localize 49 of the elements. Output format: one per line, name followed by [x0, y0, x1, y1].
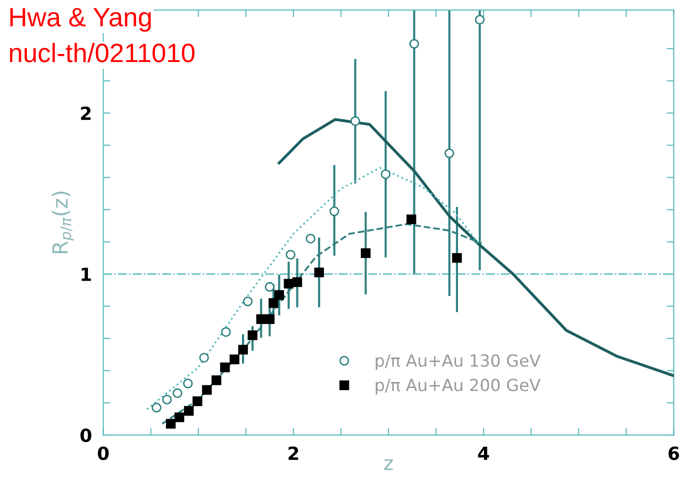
point: [444, 148, 454, 158]
point: [360, 248, 371, 258]
legend-label: p/π Au+Au 130 GeV: [376, 354, 541, 370]
point: [162, 394, 172, 404]
x-tick-label: 2: [288, 446, 298, 460]
point: [199, 352, 209, 363]
legend-label: p/π Au+Au 200 GeV: [376, 378, 541, 395]
point: [242, 296, 253, 306]
line-series: [278, 118, 674, 377]
point: [152, 402, 162, 413]
point: [329, 206, 340, 216]
x-tick-label: 0: [98, 446, 109, 460]
point: [409, 38, 420, 49]
point: [292, 277, 302, 287]
point: [350, 116, 360, 126]
point: [256, 314, 266, 324]
annotation: nucl-th/0211010: [10, 42, 194, 62]
point: [166, 418, 176, 429]
y-tick-label: 2: [81, 106, 91, 120]
point: [306, 234, 316, 244]
y-tick-label: 0: [80, 428, 92, 442]
point: [286, 250, 296, 260]
point: [174, 412, 184, 422]
point: [474, 14, 485, 25]
x-tick-label: 4: [478, 446, 490, 460]
point: [230, 354, 240, 364]
point: [192, 396, 202, 406]
point: [268, 298, 278, 308]
point: [380, 169, 391, 180]
y-axis-title: R$_{p/π}$(z): [52, 192, 74, 254]
point: [183, 378, 193, 388]
x-tick-label: 6: [668, 446, 680, 460]
point: [264, 282, 275, 292]
point: [184, 406, 194, 416]
point: [238, 344, 248, 355]
point: [248, 330, 258, 340]
point: [221, 327, 231, 337]
point: [406, 214, 416, 224]
x-axis-title: z: [384, 459, 393, 470]
point: [274, 290, 284, 300]
point: [220, 362, 230, 372]
y-tick-label: 1: [82, 268, 91, 281]
point: [314, 268, 324, 278]
point: [172, 388, 182, 398]
point: [264, 314, 275, 324]
annotation: Hwa & Yang: [10, 8, 151, 32]
point: [212, 375, 222, 386]
point: [202, 385, 212, 395]
point: [452, 253, 462, 263]
